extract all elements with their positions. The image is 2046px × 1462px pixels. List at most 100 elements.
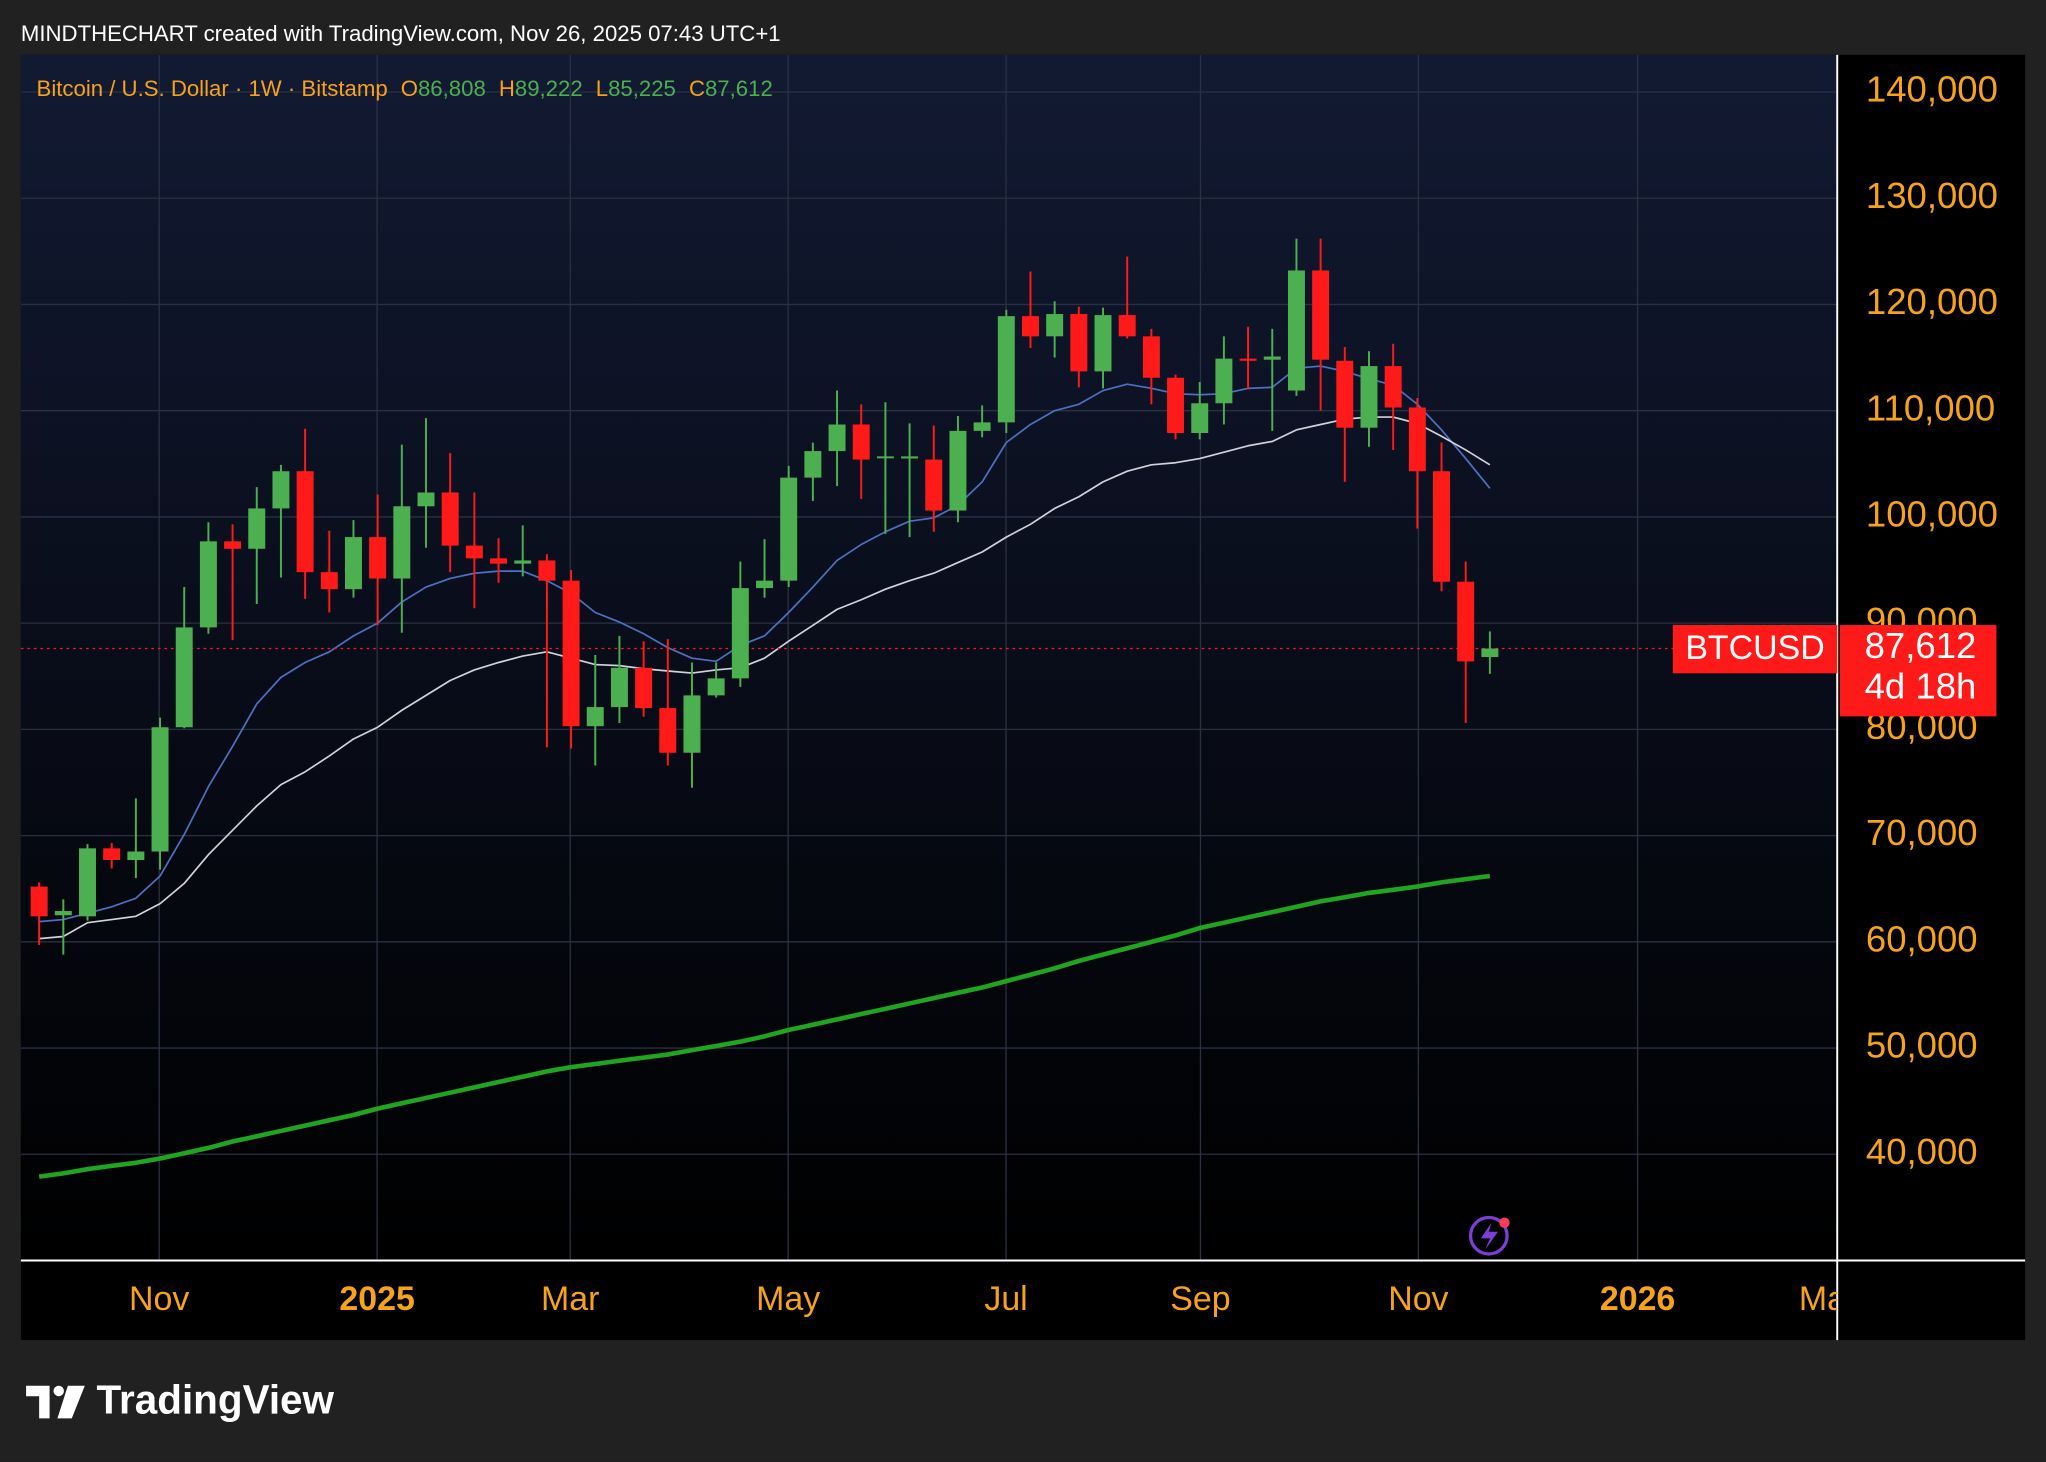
candle-body [1263, 356, 1281, 360]
candle-body [248, 508, 266, 549]
candle-body [514, 560, 532, 564]
symbol-box [1672, 625, 1838, 674]
candle-body [1021, 316, 1039, 337]
candle-body [151, 727, 169, 852]
x-tick-label: May [756, 1280, 820, 1318]
candle-body [1457, 581, 1475, 662]
candle-body [804, 451, 822, 478]
candle-body [659, 708, 677, 753]
x-tick-label: Mar [1799, 1280, 1857, 1318]
candle-body [538, 560, 556, 581]
y-tick-label: 120,000 [1866, 281, 1998, 322]
last-price-box [1839, 625, 1997, 717]
x-tick-label: Nov [129, 1280, 189, 1318]
y-tick-label: 70,000 [1866, 812, 1978, 853]
candle-body [175, 627, 193, 728]
candle-body [780, 477, 798, 581]
candle-body [1336, 360, 1354, 428]
logo-part [57, 1385, 85, 1419]
candle-body [344, 537, 362, 590]
logo-part [26, 1385, 50, 1419]
candle-body [707, 678, 725, 696]
candle-body [828, 424, 846, 452]
alert-icon [1468, 1215, 1510, 1256]
symbol-label: BTCUSD [1685, 629, 1824, 667]
candle-body [1312, 270, 1330, 360]
y-tick-label: 50,000 [1866, 1025, 1978, 1066]
legend-value: 89,222 [515, 76, 583, 101]
candle-body [1046, 314, 1064, 337]
candle-body [296, 471, 314, 573]
countdown-label: 4d 18h [1865, 666, 1977, 707]
candle-body [683, 695, 701, 753]
candle-body [393, 506, 411, 579]
plot-area [20, 54, 1838, 1261]
icon-bolt [1481, 1222, 1498, 1251]
candle-body [1433, 471, 1450, 582]
icon-ring [1468, 1215, 1509, 1256]
candle-body [562, 580, 580, 727]
candle-body [1384, 366, 1402, 408]
legend-value: 86,808 [418, 76, 486, 101]
header: MINDTHECHART created with TradingView.co… [21, 21, 781, 46]
candle-body [1167, 377, 1185, 433]
candle-body [103, 848, 121, 861]
candle-body [224, 541, 242, 549]
icon-dot [1499, 1217, 1510, 1228]
footer-logo [26, 1385, 85, 1419]
y-tick-label: 110,000 [1866, 387, 1995, 428]
y-tick-label: 130,000 [1866, 175, 1998, 216]
candle-body [1215, 358, 1233, 404]
candle-body [756, 580, 773, 589]
candle-body [1191, 403, 1209, 433]
candle-body [1408, 407, 1426, 472]
candle-body [1118, 315, 1136, 337]
x-tick-label: Sep [1170, 1280, 1230, 1318]
candle-body [30, 886, 48, 917]
candle-body [731, 588, 749, 679]
candle-body [1481, 648, 1499, 658]
x-tick-label: 2025 [339, 1280, 414, 1318]
x-axis: Nov 2025 Mar May Jul Sep Nov 2026 Mar [129, 1280, 1857, 1318]
candle-body [852, 424, 870, 460]
candle-body [610, 667, 628, 708]
x-tick-label: Jul [984, 1280, 1027, 1318]
legend-key: C [689, 76, 705, 101]
logo-part [53, 1385, 64, 1397]
candle-body [901, 456, 919, 459]
candle-body [876, 456, 894, 459]
candle-body [465, 545, 483, 559]
candle-body [1094, 315, 1112, 372]
candle-body [997, 316, 1015, 423]
candle-body [79, 848, 96, 917]
candle-body [54, 911, 72, 916]
y-tick-label: 40,000 [1866, 1131, 1978, 1172]
candle-body [199, 541, 217, 628]
candle-body [1142, 336, 1160, 378]
candle-body [586, 707, 604, 727]
legend-key: L [596, 76, 608, 101]
x-tick-label: 2026 [1600, 1280, 1675, 1318]
x-tick-label: Mar [541, 1280, 599, 1318]
candle-body [1239, 358, 1257, 361]
legend-title: Bitcoin / U.S. Dollar · 1W · Bitstamp [37, 76, 388, 101]
last-price-label: 87,612 [1865, 625, 1977, 666]
candle-body [272, 471, 290, 509]
candle-body [320, 572, 338, 590]
y-tick-label: 60,000 [1866, 918, 1978, 959]
x-tick-label: Nov [1388, 1280, 1448, 1318]
candle-body [635, 667, 653, 709]
y-tick-label: 140,000 [1866, 69, 1998, 110]
candle-body [949, 430, 967, 511]
candle-body [1360, 366, 1378, 428]
candle-body [973, 422, 991, 431]
moving-average [38, 873, 1491, 1179]
marks [20, 238, 1838, 1179]
y-tick-label: 100,000 [1866, 494, 1998, 535]
legend-key: H [499, 76, 515, 101]
legend-value: 87,612 [705, 76, 773, 101]
candle-body [490, 558, 508, 564]
